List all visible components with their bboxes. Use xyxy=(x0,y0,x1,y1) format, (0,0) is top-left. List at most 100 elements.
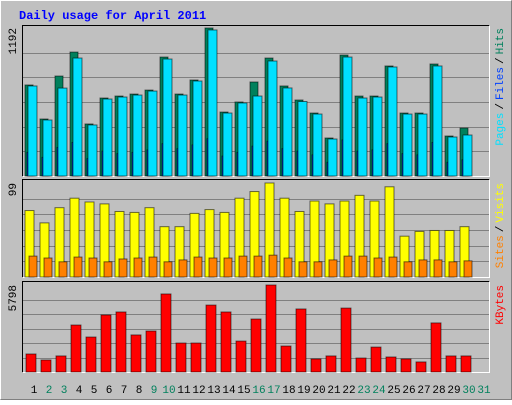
y-tick-label: 5798 xyxy=(8,285,20,311)
bar xyxy=(325,355,337,373)
x-tick-label: 11 xyxy=(177,385,191,397)
bar xyxy=(85,336,97,373)
x-tick-label: 4 xyxy=(76,385,83,397)
bar xyxy=(297,101,308,177)
bar xyxy=(327,138,338,177)
x-tick-label: 3 xyxy=(61,385,68,397)
bar xyxy=(40,359,52,373)
x-tick-label: 8 xyxy=(136,385,143,397)
bar xyxy=(163,261,173,278)
y-tick-label: 99 xyxy=(8,183,20,196)
bar xyxy=(145,330,157,373)
bar xyxy=(132,94,143,177)
bar xyxy=(133,257,143,278)
bar xyxy=(372,96,383,177)
bar xyxy=(387,66,398,177)
x-tick-label: 26 xyxy=(402,385,415,397)
x-tick-label: 27 xyxy=(417,385,430,397)
x-tick-label: 13 xyxy=(207,385,220,397)
x-tick-label: 21 xyxy=(327,385,341,397)
x-tick-label: 28 xyxy=(432,385,445,397)
x-tick-label: 23 xyxy=(357,385,370,397)
x-tick-label: 12 xyxy=(192,385,205,397)
bar xyxy=(267,60,278,177)
bar xyxy=(87,124,98,177)
bar xyxy=(130,334,142,373)
bar xyxy=(432,65,443,177)
bar xyxy=(265,284,277,373)
y-tick-label: 1192 xyxy=(8,28,20,54)
bar xyxy=(190,342,202,373)
legend-separator: / xyxy=(495,57,507,64)
x-tick-label: 20 xyxy=(312,385,325,397)
bar xyxy=(147,90,158,177)
bar xyxy=(70,324,82,373)
chart-title: Daily usage for April 2011 xyxy=(19,9,206,23)
bar xyxy=(370,346,382,373)
bar xyxy=(402,113,413,177)
x-tick-label: 17 xyxy=(267,385,280,397)
bar xyxy=(447,136,458,177)
x-tick-label: 10 xyxy=(162,385,175,397)
x-tick-label: 2 xyxy=(46,385,53,397)
bar xyxy=(148,256,158,278)
legend: KBytes xyxy=(495,285,507,325)
bar xyxy=(207,29,218,177)
legend-entry: Visits xyxy=(495,183,507,223)
bar xyxy=(385,356,397,373)
bar xyxy=(313,261,323,278)
bar xyxy=(340,307,352,373)
legend: Pages / Files / Hits xyxy=(495,28,507,146)
x-tick-label: 14 xyxy=(222,385,236,397)
x-tick-label: 15 xyxy=(237,385,250,397)
legend-entry: Hits xyxy=(495,28,507,54)
bar xyxy=(178,259,188,278)
bar xyxy=(222,112,233,177)
bar xyxy=(357,97,368,177)
bar xyxy=(250,318,262,373)
bar xyxy=(373,257,383,278)
bar xyxy=(283,257,293,278)
bar xyxy=(268,254,278,278)
legend-separator: / xyxy=(495,103,507,110)
bar xyxy=(100,314,112,373)
bar xyxy=(403,261,413,278)
x-tick-label: 7 xyxy=(121,385,128,397)
bar xyxy=(328,259,338,278)
x-tick-label: 19 xyxy=(297,385,310,397)
bar xyxy=(388,256,398,278)
bar xyxy=(28,255,38,278)
bar xyxy=(462,134,473,177)
bar xyxy=(355,357,367,373)
bar xyxy=(220,311,232,373)
bar xyxy=(175,342,187,373)
bar xyxy=(280,345,292,373)
x-tick-label: 9 xyxy=(151,385,158,397)
bar xyxy=(237,102,248,177)
bar xyxy=(418,259,428,278)
bar xyxy=(102,98,113,177)
bar xyxy=(193,256,203,278)
bar xyxy=(208,257,218,278)
bar xyxy=(160,293,172,373)
frame-dark xyxy=(22,179,490,278)
legend-entry: Files xyxy=(495,67,507,100)
bar xyxy=(88,257,98,278)
bar xyxy=(42,119,53,177)
bar xyxy=(433,259,443,278)
bar xyxy=(192,80,203,177)
bar xyxy=(310,358,322,373)
bar xyxy=(343,255,353,278)
bar xyxy=(417,113,428,177)
bar xyxy=(400,358,412,373)
bar xyxy=(58,261,68,278)
bar xyxy=(342,56,353,177)
x-tick-label: 16 xyxy=(252,385,265,397)
legend-entry: KBytes xyxy=(495,285,507,325)
x-tick-label: 30 xyxy=(462,385,475,397)
legend-entry: Pages xyxy=(495,113,507,146)
bar xyxy=(162,58,173,177)
bar xyxy=(73,256,83,278)
bar xyxy=(312,113,323,177)
